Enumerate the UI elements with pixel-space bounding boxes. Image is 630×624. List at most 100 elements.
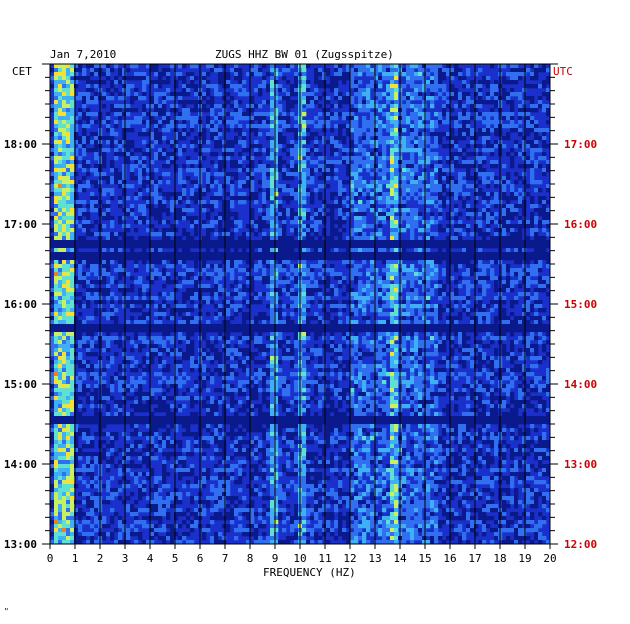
heatmap-cell: [314, 232, 319, 237]
heatmap-cell: [70, 232, 75, 237]
heatmap-cell: [430, 104, 435, 109]
heatmap-cell: [502, 312, 507, 317]
heatmap-cell: [126, 296, 131, 301]
heatmap-cell: [302, 300, 307, 305]
heatmap-cell: [230, 284, 235, 289]
heatmap-cell: [506, 96, 511, 101]
heatmap-cell: [114, 180, 119, 185]
heatmap-cell: [530, 204, 535, 209]
heatmap-cell: [214, 256, 219, 261]
heatmap-cell: [294, 300, 299, 305]
heatmap-cell: [386, 200, 391, 205]
heatmap-cell: [78, 236, 83, 241]
heatmap-cell: [474, 84, 479, 89]
heatmap-cell: [506, 240, 511, 245]
heatmap-cell: [466, 120, 471, 125]
heatmap-cell: [446, 100, 451, 105]
heatmap-cell: [326, 300, 331, 305]
heatmap-cell: [402, 228, 407, 233]
heatmap-cell: [262, 200, 267, 205]
heatmap-cell: [490, 268, 495, 273]
heatmap-cell: [442, 144, 447, 149]
heatmap-cell: [54, 256, 59, 261]
heatmap-cell: [182, 120, 187, 125]
heatmap-cell: [82, 276, 87, 281]
heatmap-cell: [250, 276, 255, 281]
heatmap-cell: [154, 100, 159, 105]
heatmap-cell: [102, 64, 107, 69]
heatmap-cell: [126, 148, 131, 153]
heatmap-cell: [466, 72, 471, 77]
heatmap-cell: [134, 244, 139, 249]
heatmap-cell: [134, 120, 139, 125]
heatmap-cell: [378, 300, 383, 305]
heatmap-cell: [262, 248, 267, 253]
heatmap-cell: [186, 204, 191, 209]
heatmap-cell: [62, 244, 67, 249]
heatmap-cell: [170, 140, 175, 145]
heatmap-cell: [402, 256, 407, 261]
heatmap-cell: [478, 240, 483, 245]
heatmap-cell: [270, 100, 275, 105]
heatmap-cell: [246, 276, 251, 281]
heatmap-cell: [382, 208, 387, 213]
heatmap-cell: [534, 76, 539, 81]
heatmap-cell: [430, 180, 435, 185]
heatmap-cell: [78, 280, 83, 285]
heatmap-cell: [110, 180, 115, 185]
heatmap-cell: [378, 276, 383, 281]
heatmap-cell: [534, 288, 539, 293]
heatmap-cell: [534, 268, 539, 273]
heatmap-cell: [294, 172, 299, 177]
heatmap-cell: [342, 208, 347, 213]
heatmap-cell: [446, 240, 451, 245]
heatmap-cell: [506, 280, 511, 285]
heatmap-cell: [110, 292, 115, 297]
heatmap-cell: [74, 256, 79, 261]
heatmap-cell: [110, 68, 115, 73]
heatmap-cell: [354, 220, 359, 225]
heatmap-cell: [338, 240, 343, 245]
heatmap-cell: [342, 228, 347, 233]
heatmap-cell: [62, 200, 67, 205]
heatmap-cell: [178, 172, 183, 177]
heatmap-cell: [138, 276, 143, 281]
heatmap-cell: [478, 304, 483, 309]
heatmap-cell: [262, 176, 267, 181]
heatmap-cell: [458, 152, 463, 157]
heatmap-cell: [346, 128, 351, 133]
heatmap-cell: [530, 180, 535, 185]
heatmap-cell: [122, 164, 127, 169]
heatmap-cell: [374, 296, 379, 301]
heatmap-cell: [110, 136, 115, 141]
heatmap-cell: [258, 264, 263, 269]
heatmap-cell: [274, 128, 279, 133]
heatmap-cell: [366, 244, 371, 249]
heatmap-cell: [422, 80, 427, 85]
heatmap-cell: [302, 224, 307, 229]
heatmap-cell: [66, 268, 71, 273]
heatmap-cell: [306, 248, 311, 253]
heatmap-cell: [82, 128, 87, 133]
heatmap-cell: [290, 144, 295, 149]
heatmap-cell: [162, 112, 167, 117]
heatmap-cell: [478, 252, 483, 257]
heatmap-cell: [322, 172, 327, 177]
heatmap-cell: [430, 96, 435, 101]
heatmap-cell: [426, 64, 431, 69]
heatmap-cell: [546, 104, 551, 109]
heatmap-cell: [246, 312, 251, 317]
heatmap-cell: [114, 252, 119, 257]
heatmap-cell: [314, 284, 319, 289]
heatmap-cell: [390, 80, 395, 85]
heatmap-cell: [486, 144, 491, 149]
heatmap-cell: [522, 292, 527, 297]
heatmap-cell: [462, 280, 467, 285]
heatmap-cell: [546, 220, 551, 225]
heatmap-cell: [278, 232, 283, 237]
heatmap-cell: [370, 308, 375, 313]
heatmap-cell: [182, 208, 187, 213]
heatmap-cell: [518, 232, 523, 237]
heatmap-cell: [54, 180, 59, 185]
heatmap-cell: [470, 116, 475, 121]
